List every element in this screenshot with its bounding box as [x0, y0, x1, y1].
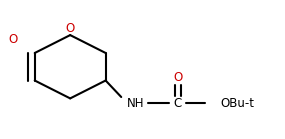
Text: C: C	[174, 97, 182, 110]
Text: O: O	[173, 71, 183, 84]
Text: O: O	[9, 33, 18, 46]
Text: OBu-t: OBu-t	[221, 97, 255, 110]
Text: O: O	[66, 22, 75, 35]
Text: NH: NH	[127, 97, 144, 110]
